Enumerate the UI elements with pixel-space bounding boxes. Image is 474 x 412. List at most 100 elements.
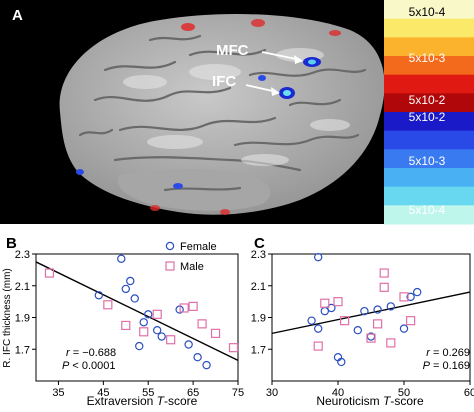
data-point-male bbox=[386, 338, 396, 348]
colorbar-segment-warm bbox=[384, 56, 474, 76]
data-point-female bbox=[337, 357, 346, 367]
x-tick-label: 50 bbox=[398, 387, 410, 399]
x-tick-label: 30 bbox=[266, 387, 278, 399]
data-point-male bbox=[188, 301, 198, 311]
data-point-female bbox=[360, 306, 369, 316]
x-axis-title: Extraversion T-score bbox=[87, 394, 198, 408]
panel-c: C Neuroticism T-score 1.7 1.9 2.1 2.3 30 40 50… bbox=[251, 235, 474, 408]
legend-female-label: Female bbox=[180, 241, 217, 253]
colorbar-segment-cool bbox=[384, 186, 474, 206]
gyri-highlights bbox=[123, 48, 350, 166]
panel-b-label: B bbox=[6, 235, 17, 252]
data-point-female bbox=[353, 326, 362, 335]
data-point-male bbox=[333, 297, 343, 307]
data-point-female bbox=[193, 352, 202, 362]
y-tick-label: 1.9 bbox=[251, 313, 266, 325]
colorbar-label: 5x10-2 bbox=[409, 93, 446, 107]
panel-a: A bbox=[0, 0, 474, 225]
data-point-male bbox=[179, 303, 189, 313]
colorbar-label: 5x10-4 bbox=[409, 5, 446, 19]
colorbar-label: 5x10-3 bbox=[409, 154, 446, 168]
stats-b: r = −0.688 P < 0.0001 bbox=[62, 347, 116, 372]
data-point-female bbox=[157, 332, 166, 341]
cluster-red-3 bbox=[329, 30, 341, 36]
regression-line bbox=[35, 261, 239, 361]
colorbar-segment-cool bbox=[384, 168, 474, 188]
brain-surface bbox=[59, 14, 385, 215]
legend: Female Male bbox=[165, 241, 217, 273]
x-tick-label: 55 bbox=[142, 387, 154, 399]
data-point-female bbox=[126, 276, 135, 286]
y-tick-label: 1.7 bbox=[251, 344, 266, 356]
ifc-label: IFC bbox=[212, 73, 236, 90]
data-point-female bbox=[307, 316, 316, 325]
y-tick-label: 2.1 bbox=[251, 281, 266, 293]
panel-a-label: A bbox=[12, 7, 23, 24]
data-point-female bbox=[152, 326, 162, 335]
data-point-female bbox=[130, 294, 139, 303]
colorbar-label: 5x10-3 bbox=[409, 51, 446, 65]
data-point-female bbox=[314, 252, 323, 262]
colorbar-segment-warm bbox=[384, 93, 474, 113]
panel-c-label: C bbox=[254, 235, 265, 252]
data-point-female bbox=[202, 360, 211, 370]
y-tick-label: 2.3 bbox=[15, 249, 30, 261]
cortex bbox=[59, 14, 385, 215]
x-tick-label: 75 bbox=[232, 387, 244, 399]
x-tick-label: 45 bbox=[97, 387, 109, 399]
data-point-female bbox=[135, 341, 144, 351]
data-point-female bbox=[94, 291, 104, 300]
x-tick-label: 40 bbox=[332, 387, 344, 399]
regression-line bbox=[271, 291, 471, 335]
colorbar-segment-warm bbox=[384, 37, 474, 57]
y-tick-label: 2.1 bbox=[15, 281, 30, 293]
brain-annotations: MFC IFC bbox=[212, 42, 303, 96]
cluster-red-2 bbox=[251, 19, 265, 27]
data-point-male bbox=[228, 343, 239, 353]
sulci bbox=[78, 34, 367, 192]
y-tick-label: 1.7 bbox=[15, 344, 30, 356]
colorbar-label: 5x10-2 bbox=[409, 110, 446, 124]
data-point-female bbox=[139, 318, 148, 327]
chart-c: 1.7 1.9 2.1 2.3 30 40 50 60 bbox=[251, 249, 474, 399]
x-tick-label: 35 bbox=[52, 387, 64, 399]
data-point-female bbox=[327, 303, 336, 313]
stats-b-r: r = −0.688 bbox=[66, 347, 116, 359]
stats-c: r = 0.269 P = 0.169 bbox=[423, 347, 470, 372]
colorbar-segment-warm bbox=[384, 74, 474, 94]
data-point-female bbox=[144, 310, 153, 319]
cluster-blue-1 bbox=[258, 75, 266, 81]
stats-c-r: r = 0.269 bbox=[426, 347, 470, 359]
mfc-label: MFC bbox=[216, 42, 249, 59]
legend-male-label: Male bbox=[180, 261, 204, 273]
data-point-female bbox=[314, 324, 323, 333]
data-point-male bbox=[210, 328, 221, 338]
ifc-arrowhead bbox=[271, 87, 280, 96]
panel-b: B R. IFC thickness (mm) Extraversion T-s… bbox=[2, 235, 244, 408]
y-tick-label: 1.9 bbox=[15, 313, 30, 325]
data-point-female bbox=[399, 324, 409, 333]
data-point-female bbox=[117, 254, 126, 263]
data-point-male bbox=[44, 268, 55, 278]
data-point-male bbox=[340, 316, 350, 326]
cluster-blue-2 bbox=[76, 169, 84, 175]
cluster-red-5 bbox=[220, 209, 230, 215]
colorbar-segment-cool bbox=[384, 205, 474, 225]
data-point-male bbox=[166, 335, 176, 345]
mfc-cluster-core bbox=[308, 59, 316, 65]
data-point-male bbox=[152, 309, 162, 319]
data-point-male bbox=[366, 333, 376, 343]
cluster-red-4 bbox=[150, 205, 160, 211]
chart-b: 1.7 1.9 2.1 2.3 35 45 55 65 75 bbox=[15, 249, 244, 399]
data-point-female bbox=[406, 292, 415, 302]
legend-male-marker bbox=[165, 261, 175, 271]
y-axis-title: R. IFC thickness (mm) bbox=[2, 268, 13, 367]
legend-female-marker bbox=[165, 241, 175, 251]
cluster-red-1 bbox=[181, 23, 195, 31]
data-point-female bbox=[373, 305, 382, 314]
x-tick-label: 60 bbox=[464, 387, 474, 399]
data-point-female bbox=[413, 287, 422, 297]
mfc-arrowhead bbox=[294, 55, 303, 64]
y-tick-label: 2.3 bbox=[251, 249, 266, 261]
